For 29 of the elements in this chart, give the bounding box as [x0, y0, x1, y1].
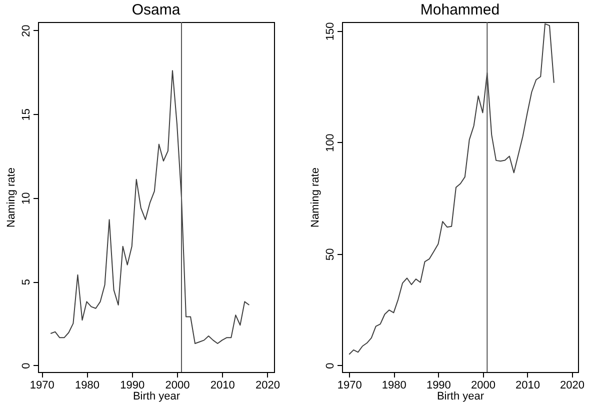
x-tick-label: 2000	[165, 380, 190, 392]
x-tick-label: 1970	[337, 380, 362, 392]
x-tick-label: 2020	[560, 380, 585, 392]
y-tick-label: 10	[20, 192, 32, 204]
y-tick-label: 0	[20, 362, 32, 369]
line-series	[50, 70, 250, 344]
x-tick-label: 2000	[470, 380, 496, 392]
y-axis-title: Naming rate	[310, 168, 322, 228]
x-tick-label: 2010	[210, 380, 235, 392]
x-tick-label: 1990	[120, 380, 145, 392]
y-tick-label: 50	[324, 248, 336, 260]
y-axis-title: Naming rate	[6, 168, 18, 228]
x-axis-title: Birth year	[132, 390, 180, 402]
y-tick-label: 5	[20, 279, 32, 286]
line-series	[348, 23, 554, 355]
x-tick-label: 1980	[382, 380, 406, 392]
x-tick-label: 2010	[515, 380, 540, 392]
y-tick-label: 150	[324, 22, 336, 41]
x-tick-label: 1990	[426, 380, 451, 392]
chart-title: Mohammed	[420, 2, 500, 18]
y-tick-label: 15	[20, 108, 32, 121]
chart-title: Osama	[132, 2, 181, 18]
x-tick-label: 2020	[255, 380, 280, 392]
y-tick-label: 100	[324, 134, 336, 152]
y-tick-label: 0	[324, 362, 336, 369]
x-tick-label: 1980	[74, 380, 100, 392]
x-tick-label: 1970	[30, 380, 54, 392]
y-tick-label: 20	[20, 24, 32, 37]
x-axis-title: Birth year	[436, 390, 484, 402]
